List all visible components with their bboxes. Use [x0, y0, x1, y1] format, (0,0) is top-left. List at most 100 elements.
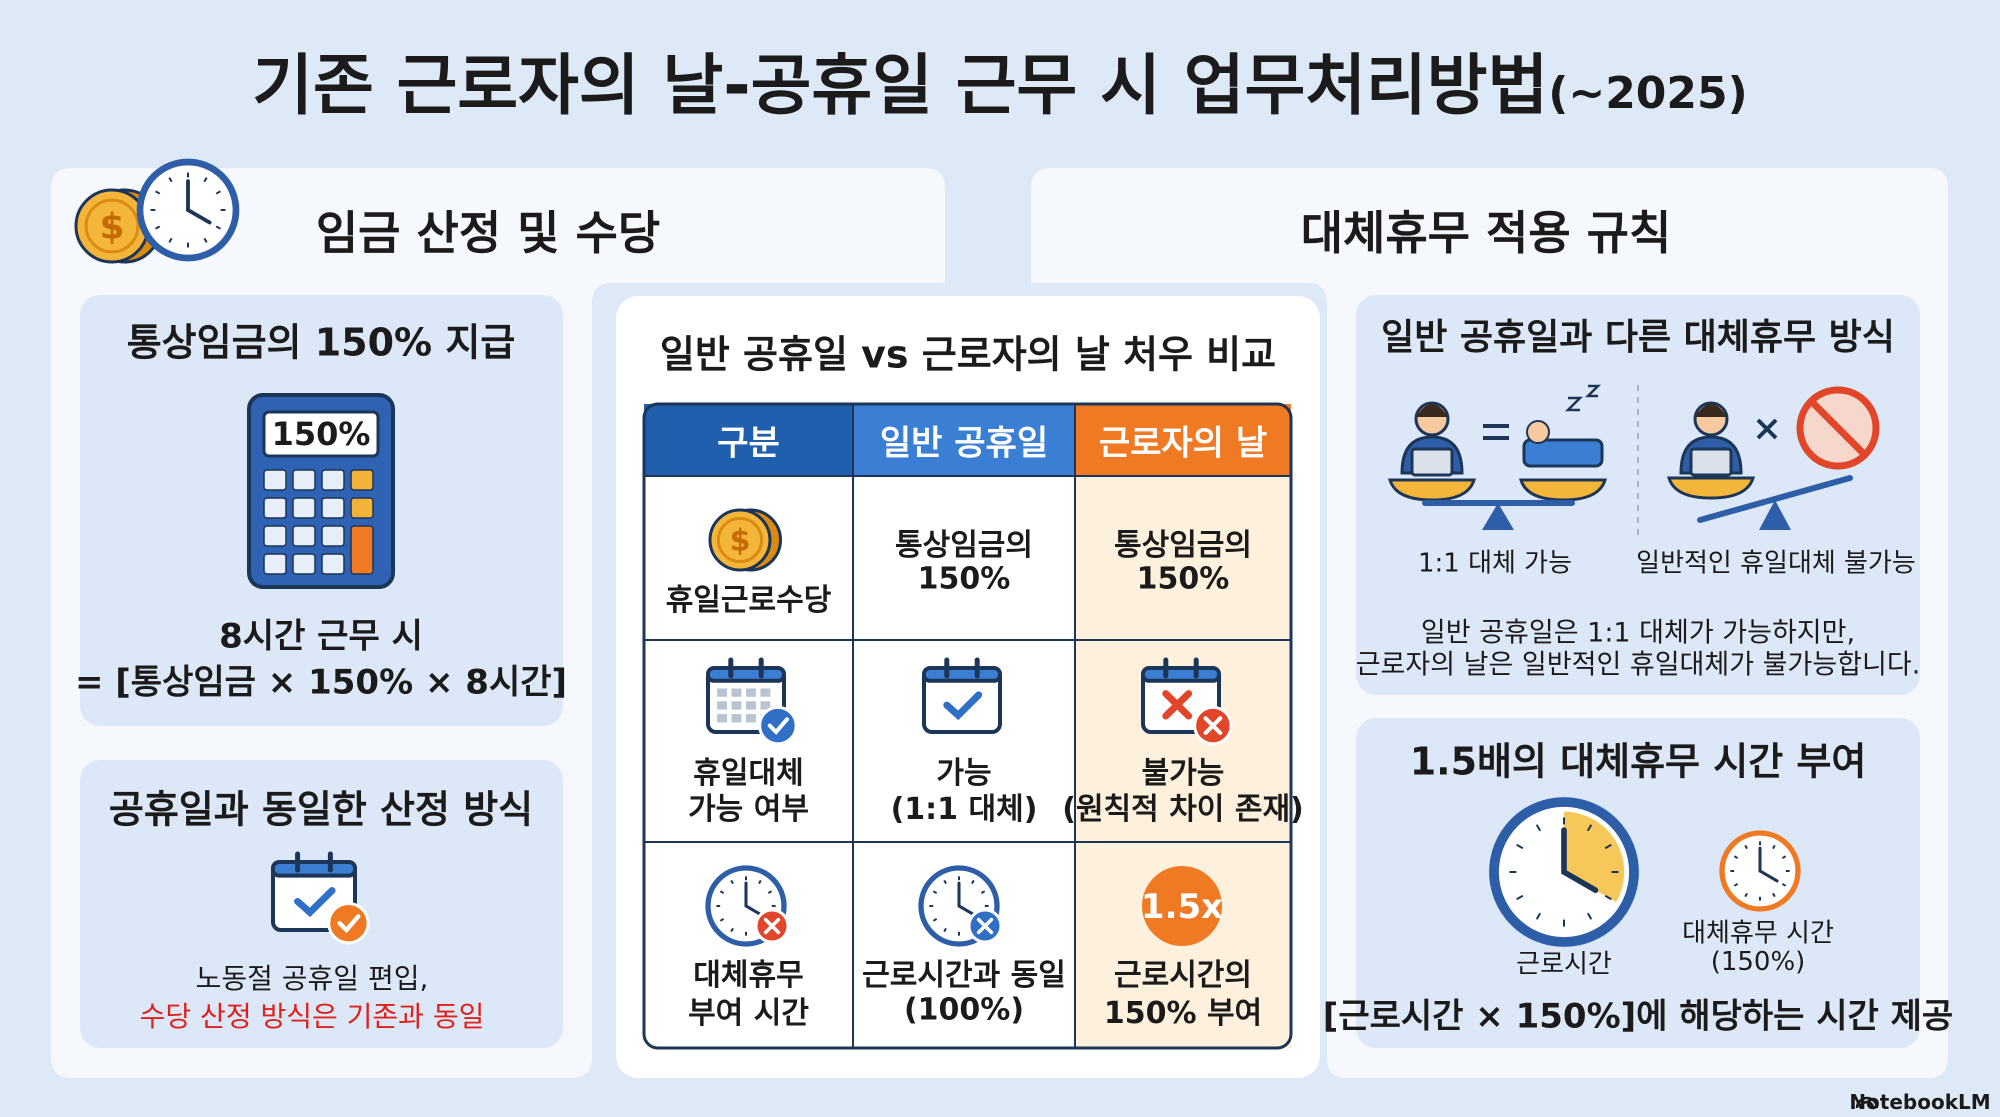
- clock-tick: [719, 890, 725, 894]
- badge-mark: [767, 717, 790, 735]
- brand-icon: [1855, 1096, 1879, 1109]
- clock-tick: [758, 879, 762, 885]
- calendar-cell: [731, 701, 742, 710]
- currency-symbol: $: [99, 207, 124, 248]
- formula-line: 8시간 근무 시: [219, 616, 423, 657]
- calendar-check: [943, 691, 983, 721]
- clock-tick: [767, 890, 773, 894]
- title-suffix: (~2025): [1548, 68, 1748, 119]
- clock-tick: [730, 879, 734, 885]
- table-cell: 근로시간과 동일: [862, 958, 1066, 993]
- calculator-screen: [262, 410, 380, 458]
- calendar-check: [294, 887, 336, 918]
- brand: NotebookLM: [1849, 1090, 1991, 1114]
- clock-hands: [744, 881, 765, 918]
- table-header: 일반 공휴일: [879, 423, 1049, 464]
- page-title: 기존 근로자의 날-공휴일 근무 시 업무처리방법(~2025): [252, 32, 1748, 128]
- clock-tick: [1516, 843, 1524, 850]
- sleeper-head: [1526, 420, 1550, 444]
- status-badge: [327, 902, 370, 945]
- calendar-top: [922, 666, 1002, 683]
- clock-tick: [1744, 892, 1748, 898]
- calculator-key: [263, 469, 287, 491]
- clock-tick: [1781, 883, 1787, 887]
- clock-tick: [943, 879, 947, 885]
- calendar-top: [271, 860, 357, 878]
- clock-tick: [1772, 892, 1776, 898]
- calendar-cell: [760, 688, 771, 697]
- scale-base: [1759, 500, 1791, 530]
- person-hair: [1695, 404, 1727, 417]
- clock-tick: [1535, 912, 1542, 920]
- calendar-cell: [717, 701, 727, 710]
- calendar-cell: [746, 714, 756, 723]
- section-heading: 임금 산정 및 수당: [315, 206, 661, 260]
- calendar-cross: [1162, 690, 1193, 720]
- calculator-display: 150%: [271, 415, 371, 453]
- table-header-cell: [853, 404, 1075, 476]
- multiplier-label: 1.5x: [1141, 887, 1223, 927]
- calendar-cell: [746, 701, 756, 710]
- clock-hands: [1561, 827, 1599, 893]
- badge-mark: [337, 914, 361, 934]
- clock-tick: [168, 237, 173, 243]
- note-line: 노동절 공휴일 편입,: [195, 962, 429, 995]
- calendar-cell: [717, 714, 727, 723]
- clock-tick: [215, 190, 221, 195]
- clock-tick: [1586, 912, 1593, 920]
- card-title: 공휴일과 동일한 산정 방식: [108, 787, 534, 832]
- calendar-cell: [731, 688, 742, 697]
- calculator-key: [263, 525, 287, 547]
- clock-tick: [932, 918, 938, 922]
- card-footer: [근로시간 × 150%]에 해당하는 시간 제공: [1322, 996, 1954, 1037]
- clock-label: 대체휴무 시간: [1682, 918, 1834, 949]
- title-main: 기존 근로자의 날-공휴일 근무 시 업무처리방법: [252, 47, 1549, 124]
- scale-pan: [1666, 476, 1756, 500]
- calculator-key: [350, 497, 374, 519]
- caption: 일반적인 휴일대체 불가능: [1636, 548, 1916, 579]
- clock-tick: [203, 237, 208, 243]
- table-cell: 150% 부여: [1103, 996, 1263, 1031]
- badge-mark: [976, 917, 994, 935]
- clock-hands: [1758, 846, 1779, 883]
- table-cell: 불가능: [1141, 756, 1225, 791]
- calculator-key: [321, 497, 345, 519]
- table-cell: (원칙적 차이 존재): [1062, 792, 1304, 827]
- row-label: 휴일대체: [693, 756, 804, 791]
- laptop: [1410, 447, 1454, 477]
- calculator-key: [350, 469, 374, 491]
- badge-mark: [763, 917, 781, 935]
- clock-tick: [215, 225, 221, 230]
- card-title: 통상임금의 150% 지급: [126, 320, 516, 365]
- clock-tick: [168, 177, 173, 183]
- scale-base: [1482, 503, 1514, 530]
- table-header: 구분: [717, 423, 780, 464]
- clock-label: 근로시간: [1516, 949, 1612, 980]
- card-title: 일반 공휴일과 다른 대체휴무 방식: [1381, 317, 1895, 358]
- clock-tick: [932, 890, 938, 894]
- calendar-cell: [760, 701, 771, 710]
- coin-icon: [84, 198, 140, 254]
- clock-tick: [1516, 894, 1524, 901]
- clock-tick: [1733, 855, 1739, 859]
- clock-tick: [943, 927, 947, 933]
- sleep-z: [1564, 384, 1602, 412]
- clock-tick: [155, 190, 161, 195]
- table-cell: (100%): [903, 992, 1025, 1028]
- multiplier-badge: [1142, 866, 1222, 946]
- row-label: 부여 시간: [688, 996, 809, 1031]
- calendar-top: [706, 666, 786, 683]
- calculator-key: [292, 469, 316, 491]
- calculator-key: [321, 553, 345, 575]
- table-cell: 통상임금의: [895, 528, 1033, 563]
- table-header: 근로자의 날: [1098, 423, 1268, 464]
- note-line: 일반 공휴일은 1:1 대체가 가능하지만,: [1420, 617, 1856, 649]
- table-col-bg: [1075, 476, 1291, 1048]
- row-label: 휴일근로수당: [665, 583, 832, 618]
- calculator-key: [292, 497, 316, 519]
- status-badge: [758, 705, 798, 746]
- table-cell: 150%: [917, 561, 1011, 597]
- equals-sign: [1483, 424, 1509, 440]
- calculator-key: [263, 553, 287, 575]
